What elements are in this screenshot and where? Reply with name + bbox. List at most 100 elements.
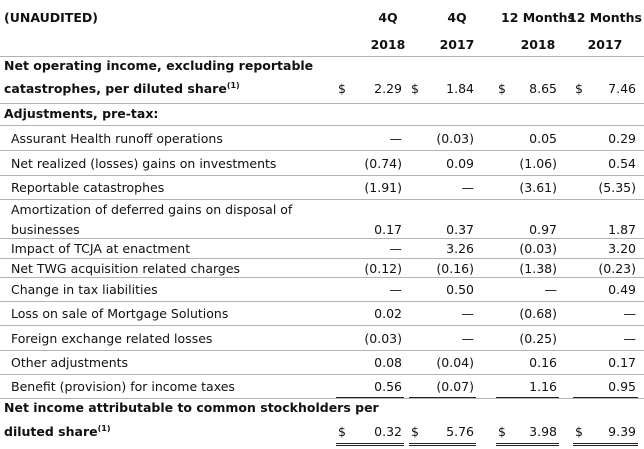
adjustment-row: Other adjustments 0.08 (0.04) 0.16 0.17 [0,350,644,375]
adjustment-value-0: (0.03) [364,331,402,346]
adjustment-value-3: 3.20 [608,241,636,256]
adjustments-title-text: Adjustments, pre-tax: [4,106,159,121]
unaudited-label: (UNAUDITED) [4,10,98,25]
ni-value-1: 5.76 [446,424,474,439]
adjustment-row: Reportable catastrophes (1.91) — (3.61) (5.3… [0,175,644,200]
subtotal-rule-0 [336,397,404,398]
adjustments-title: Adjustments, pre-tax: [4,105,158,123]
ni-label-line2-text: diluted share [4,424,98,439]
adjustment-value-2: 0.16 [529,355,557,370]
adjustment-value-3: — [623,331,637,346]
ni-currency-3: $ [575,424,583,439]
net-income-row: Net income attributable to common stockh… [0,398,644,449]
ni-currency-0: $ [338,424,346,439]
adjustment-value-0: 0.08 [374,355,402,370]
adjustment-label-text: Reportable catastrophes [11,180,165,195]
adjustment-label: businesses [11,221,80,239]
adjustment-label: Amortization of deferred gains on dispos… [11,201,292,219]
adjustment-value-1: 0.09 [446,156,474,171]
column-year-1: 2017 [439,37,475,52]
adjustment-value-1: (0.16) [436,261,474,276]
adjustments-heading-row: Adjustments, pre-tax: [0,103,644,126]
adjustment-label: Change in tax liabilities [11,281,158,299]
adjustment-value-2: (1.38) [519,261,557,276]
footnote-marker: (1) [97,424,111,433]
noi-value-1: 1.84 [446,81,474,96]
noi-currency-0: $ [338,81,346,96]
noi-label-line1: Net operating income, excluding reportab… [4,57,313,75]
adjustment-label-text: Benefit (provision) for income taxes [11,379,235,394]
subtotal-rule-1 [409,397,476,398]
adjustment-value-3: 1.87 [608,222,636,237]
noi-currency-3: $ [575,81,583,96]
adjustment-value-2: (3.61) [519,180,557,195]
adjustment-value-0: — [389,131,403,146]
subtotal-rule-2 [496,397,559,398]
total-double-rule-0 [336,443,404,446]
adjustment-row: Change in tax liabilities — 0.50 — 0.49 [0,277,644,302]
adjustment-value-0: 0.17 [374,222,402,237]
adjustment-value-2: (0.68) [519,306,557,321]
adjustment-value-0: — [389,282,403,297]
noi-label-line2-text: catastrophes, per diluted share [4,81,227,96]
adjustment-value-3: 0.95 [608,379,636,394]
adjustment-row: Amortization of deferred gains on dispos… [0,199,644,219]
ni-value-2: 3.98 [529,424,557,439]
adjustment-label-text: Net TWG acquisition related charges [11,261,241,276]
noi-label-line2: catastrophes, per diluted share(1) [4,80,240,98]
adjustment-value-1: (0.04) [436,355,474,370]
adjustment-row: Net realized (losses) gains on investmen… [0,150,644,176]
adjustment-value-0: (0.74) [364,156,402,171]
adjustment-value-3: 0.54 [608,156,636,171]
adjustment-value-2: (1.06) [519,156,557,171]
adjustment-label-text: Loss on sale of Mortgage Solutions [11,306,229,321]
noi-label-line1-text: Net operating income, excluding reportab… [4,58,314,73]
ni-currency-2: $ [498,424,506,439]
column-period-1: 4Q [447,10,467,25]
adjustment-row: Loss on sale of Mortgage Solutions 0.02 — (… [0,301,644,326]
adjustment-label-text: Foreign exchange related losses [11,331,213,346]
subtotal-rule-3 [573,397,638,398]
column-year-0: 2018 [370,37,406,52]
adjustment-value-2: 1.16 [529,379,557,394]
ni-currency-1: $ [411,424,419,439]
adjustment-value-2: 0.05 [529,131,557,146]
table-header: (UNAUDITED) 4Q 2018 4Q 2017 12 Months 2018 12 M… [0,0,644,57]
adjustment-value-2: 0.97 [529,222,557,237]
adjustment-label: Assurant Health runoff operations [11,130,223,148]
adjustment-value-1: 3.26 [446,241,474,256]
adjustment-value-3: (5.35) [598,180,636,195]
adjustment-value-1: 0.50 [446,282,474,297]
adjustment-label: Loss on sale of Mortgage Solutions [11,305,228,323]
column-period-0: 4Q [378,10,398,25]
column-period-3: 12 Months [568,10,642,25]
adjustment-row: businesses 0.17 0.37 0.97 1.87 [0,219,644,239]
adjustment-label-text: Change in tax liabilities [11,282,158,297]
adjustment-value-3: — [623,306,637,321]
ni-label-line1: Net income attributable to common stockh… [4,399,379,417]
adjustment-label: Impact of TCJA at enactment [11,240,190,258]
adjustment-label-text: Other adjustments [11,355,129,370]
adjustment-label-text: Impact of TCJA at enactment [11,241,191,256]
column-year-2: 2018 [520,37,556,52]
adjustment-value-1: — [461,331,475,346]
total-double-rule-2 [496,443,559,446]
column-period-2: 12 Months [501,10,575,25]
adjustment-row: Impact of TCJA at enactment — 3.26 (0.03) 3.… [0,238,644,259]
total-double-rule-3 [573,443,638,446]
adjustment-label: Reportable catastrophes [11,179,164,197]
adjustment-value-3: 0.17 [608,355,636,370]
adjustment-value-1: (0.07) [436,379,474,394]
noi-currency-2: $ [498,81,506,96]
adjustment-value-0: 0.56 [374,379,402,394]
net-operating-income-row: Net operating income, excluding reportab… [0,56,644,104]
adjustment-row: Net TWG acquisition related charges (0.12… [0,258,644,278]
adjustment-value-3: (0.23) [598,261,636,276]
total-double-rule-1 [409,443,476,446]
ni-value-0: 0.32 [374,424,402,439]
adjustment-value-1: (0.03) [436,131,474,146]
adjustment-value-1: — [461,180,475,195]
noi-value-0: 2.29 [374,81,402,96]
adjustment-value-3: 0.49 [608,282,636,297]
adjustment-label-text: businesses [11,222,80,237]
